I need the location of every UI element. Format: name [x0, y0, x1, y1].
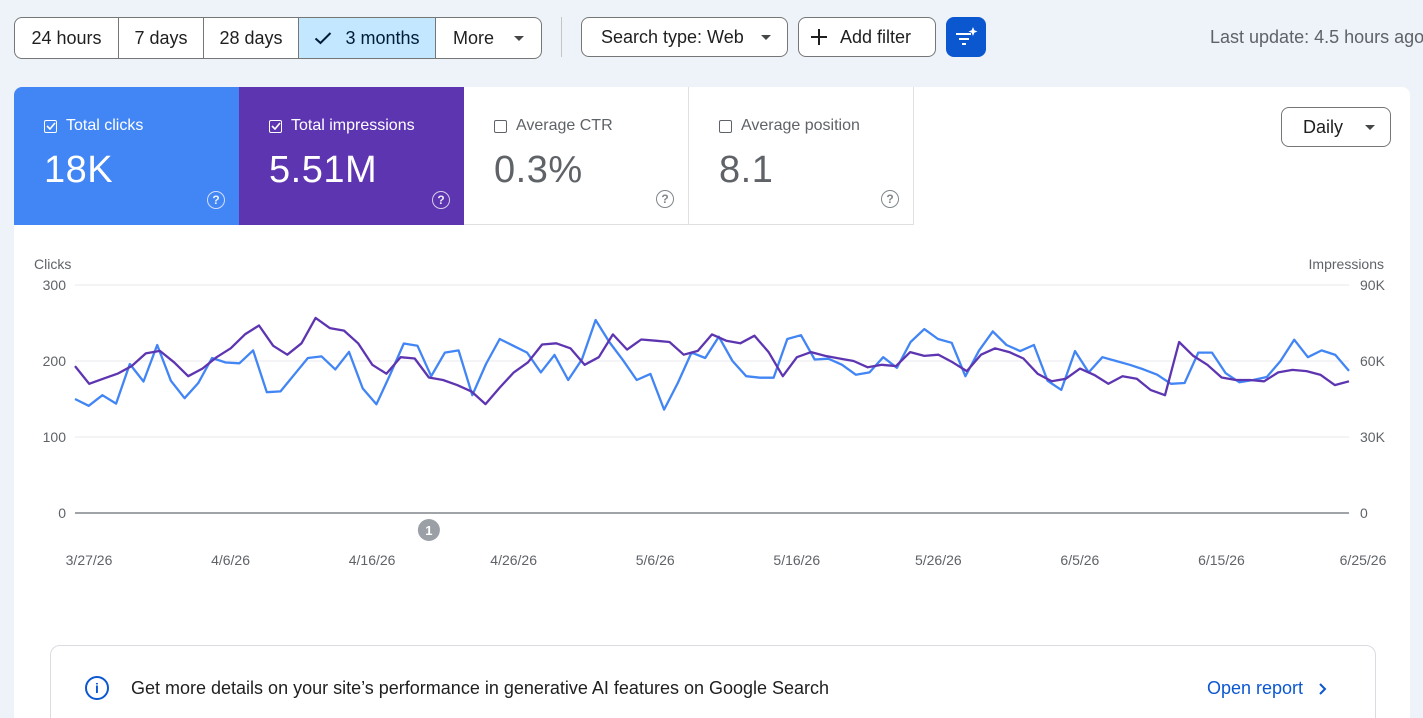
right-tick-label: 60K: [1360, 353, 1386, 369]
range-3-months-button[interactable]: 3 months: [299, 18, 436, 58]
right-axis-title: Impressions: [1309, 256, 1384, 272]
help-icon[interactable]: ?: [656, 190, 674, 208]
plus-icon: [811, 29, 827, 45]
x-tick-label: 4/6/26: [211, 552, 250, 568]
metric-card-average-ctr[interactable]: Average CTR 0.3% ?: [464, 87, 689, 225]
help-icon[interactable]: ?: [207, 191, 225, 209]
metric-card-total-clicks[interactable]: Total clicks 18K ?: [14, 87, 239, 225]
right-tick-label: 30K: [1360, 429, 1386, 445]
checkbox-unchecked-icon[interactable]: [494, 119, 507, 133]
date-range-selector: 24 hours 7 days 28 days 3 months More: [14, 17, 542, 59]
range-24-hours-button[interactable]: 24 hours: [15, 18, 119, 58]
x-tick-label: 6/5/26: [1060, 552, 1099, 568]
x-tick-label: 5/26/26: [915, 552, 962, 568]
annotation-marker[interactable]: [417, 519, 440, 541]
x-tick-label: 4/16/26: [349, 552, 396, 568]
range-28-days-button[interactable]: 28 days: [204, 18, 299, 58]
granularity-dropdown[interactable]: Daily: [1281, 107, 1391, 147]
left-tick-label: 200: [43, 353, 67, 369]
range-label: 28 days: [219, 27, 283, 48]
metric-label: Average CTR: [516, 117, 613, 134]
performance-panel: Total clicks 18K ? Total impressions 5.5…: [14, 87, 1410, 718]
add-filter-button[interactable]: Add filter: [798, 17, 936, 57]
right-tick-label: 0: [1360, 505, 1368, 521]
metric-value: 8.1: [719, 149, 774, 191]
ai-filter-icon[interactable]: [946, 17, 986, 57]
chevron-right-icon: [1319, 682, 1327, 695]
metric-card-average-position[interactable]: Average position 8.1 ?: [689, 87, 914, 225]
toolbar: 24 hours 7 days 28 days 3 months More Se…: [0, 0, 1423, 76]
metric-value: 18K: [44, 149, 114, 191]
toolbar-divider: [561, 17, 562, 57]
series-line-impressions: [74, 316, 1350, 406]
help-icon[interactable]: ?: [881, 190, 899, 208]
performance-chart: Clicks Impressions 300 90K 200 60K 100 30K 0 0 3…: [34, 256, 1387, 568]
metric-value: 0.3%: [494, 149, 583, 191]
annotation-label: 1: [425, 523, 432, 538]
x-tick-label: 5/6/26: [636, 552, 675, 568]
left-tick-label: 300: [43, 277, 67, 293]
x-tick-label: 4/26/26: [490, 552, 537, 568]
metric-card-total-impressions[interactable]: Total impressions 5.51M ?: [239, 87, 464, 225]
open-report-label: Open report: [1207, 678, 1304, 698]
search-type-dropdown[interactable]: Search type: Web: [581, 17, 788, 57]
left-tick-label: 0: [58, 505, 66, 521]
search-type-label: Search type: Web: [601, 26, 744, 47]
range-label: 3 months: [345, 27, 420, 48]
checkbox-checked-icon[interactable]: [269, 119, 282, 133]
range-label: 24 hours: [31, 27, 102, 48]
checkbox-unchecked-icon[interactable]: [719, 119, 732, 133]
checkbox-checked-icon[interactable]: [44, 119, 57, 133]
range-label: 7 days: [134, 27, 188, 48]
series-line-clicks: [74, 318, 1350, 411]
banner-message: Get more details on your site’s performa…: [131, 678, 830, 698]
last-update-text: Last update: 4.5 hours ago: [1210, 27, 1423, 47]
sparkle-filter-icon: [956, 27, 978, 45]
chevron-down-icon: [760, 34, 771, 40]
chevron-down-icon: [514, 35, 524, 41]
ai-features-banner: i Get more details on your site’s perfor…: [50, 645, 1376, 718]
open-report-link[interactable]: Open report: [1207, 678, 1328, 699]
chevron-down-icon: [1365, 124, 1376, 130]
info-icon: i: [85, 676, 109, 700]
x-tick-label: 5/16/26: [773, 552, 820, 568]
range-7-days-button[interactable]: 7 days: [119, 18, 204, 58]
add-filter-label: Add filter: [840, 26, 912, 47]
x-tick-label: 3/27/26: [66, 552, 113, 568]
right-tick-label: 90K: [1360, 277, 1386, 293]
x-tick-label: 6/25/26: [1340, 552, 1387, 568]
x-tick-label: 6/15/26: [1198, 552, 1245, 568]
left-axis-title: Clicks: [34, 256, 71, 272]
metric-label: Total clicks: [66, 117, 144, 134]
range-more-dropdown[interactable]: More: [436, 18, 541, 58]
check-icon: [315, 32, 332, 45]
granularity-label: Daily: [1303, 116, 1344, 137]
metric-value: 5.51M: [269, 149, 378, 191]
metric-label: Average position: [741, 117, 860, 134]
left-tick-label: 100: [43, 429, 67, 445]
metric-label: Total impressions: [291, 117, 415, 134]
range-label: More: [452, 27, 494, 48]
help-icon[interactable]: ?: [432, 191, 450, 209]
